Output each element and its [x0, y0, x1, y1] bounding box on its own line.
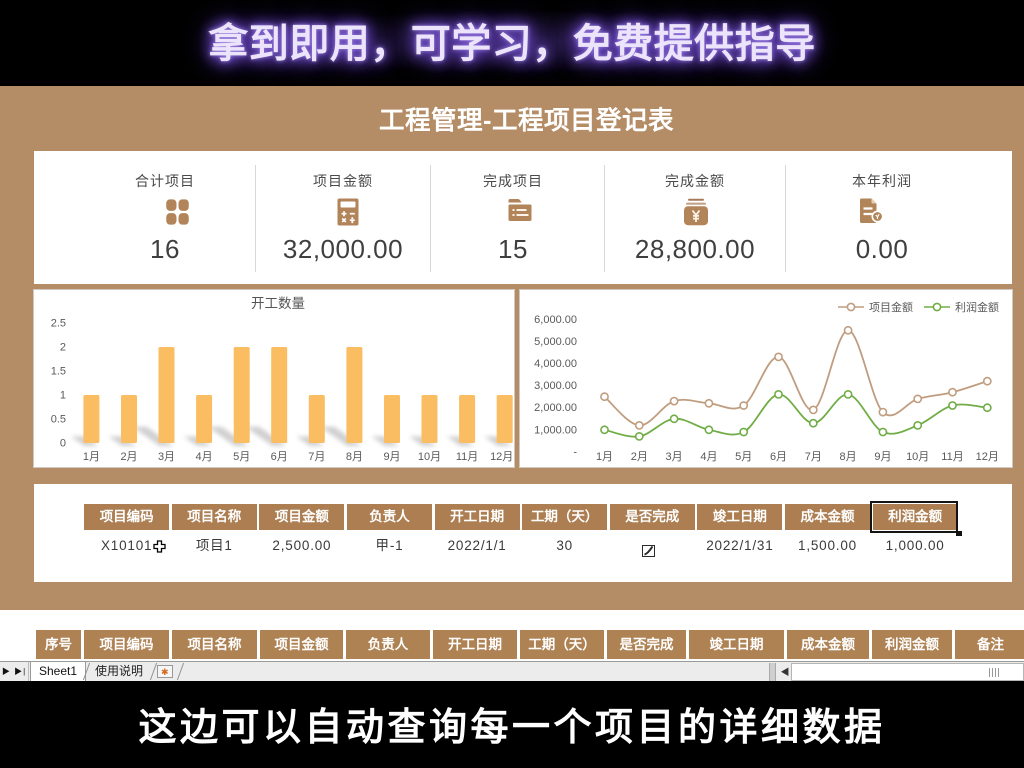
svg-text:7月: 7月 — [308, 451, 325, 463]
svg-text:2: 2 — [60, 342, 66, 354]
svg-text:1月: 1月 — [596, 451, 613, 463]
svg-text:-: - — [573, 446, 577, 458]
svg-text:11月: 11月 — [456, 451, 478, 463]
svg-text:2,000.00: 2,000.00 — [534, 402, 577, 414]
svg-text:3月: 3月 — [666, 451, 683, 463]
svg-text:开工数量: 开工数量 — [251, 296, 305, 311]
svg-text:3,000.00: 3,000.00 — [534, 380, 577, 392]
svg-text:12月: 12月 — [490, 451, 513, 463]
svg-text:12月: 12月 — [976, 451, 999, 463]
svg-text:4月: 4月 — [196, 451, 213, 463]
svg-text:3月: 3月 — [158, 451, 175, 463]
svg-text:0: 0 — [60, 438, 66, 450]
svg-text:4,000.00: 4,000.00 — [534, 358, 577, 370]
svg-text:9月: 9月 — [383, 451, 400, 463]
svg-text:6,000.00: 6,000.00 — [534, 314, 577, 326]
svg-text:1: 1 — [60, 390, 66, 402]
svg-text:5,000.00: 5,000.00 — [534, 336, 577, 348]
svg-text:1,000.00: 1,000.00 — [534, 424, 577, 436]
svg-text:7月: 7月 — [805, 451, 822, 463]
svg-text:2月: 2月 — [631, 451, 648, 463]
svg-text:6月: 6月 — [770, 451, 787, 463]
svg-text:2.5: 2.5 — [51, 318, 66, 330]
svg-text:0.5: 0.5 — [51, 414, 66, 426]
svg-text:2月: 2月 — [120, 451, 137, 463]
svg-text:1.5: 1.5 — [51, 366, 66, 378]
svg-text:4月: 4月 — [700, 451, 717, 463]
svg-text:6月: 6月 — [271, 451, 288, 463]
svg-text:10月: 10月 — [418, 451, 441, 463]
svg-text:利润金额: 利润金额 — [955, 300, 999, 314]
svg-text:5月: 5月 — [735, 451, 752, 463]
svg-text:10月: 10月 — [906, 451, 929, 463]
svg-text:5月: 5月 — [233, 451, 250, 463]
svg-text:1月: 1月 — [83, 451, 100, 463]
svg-text:11月: 11月 — [941, 451, 963, 463]
svg-text:8月: 8月 — [840, 451, 857, 463]
svg-text:项目金额: 项目金额 — [869, 300, 913, 314]
svg-text:9月: 9月 — [874, 451, 891, 463]
svg-text:8月: 8月 — [346, 451, 363, 463]
